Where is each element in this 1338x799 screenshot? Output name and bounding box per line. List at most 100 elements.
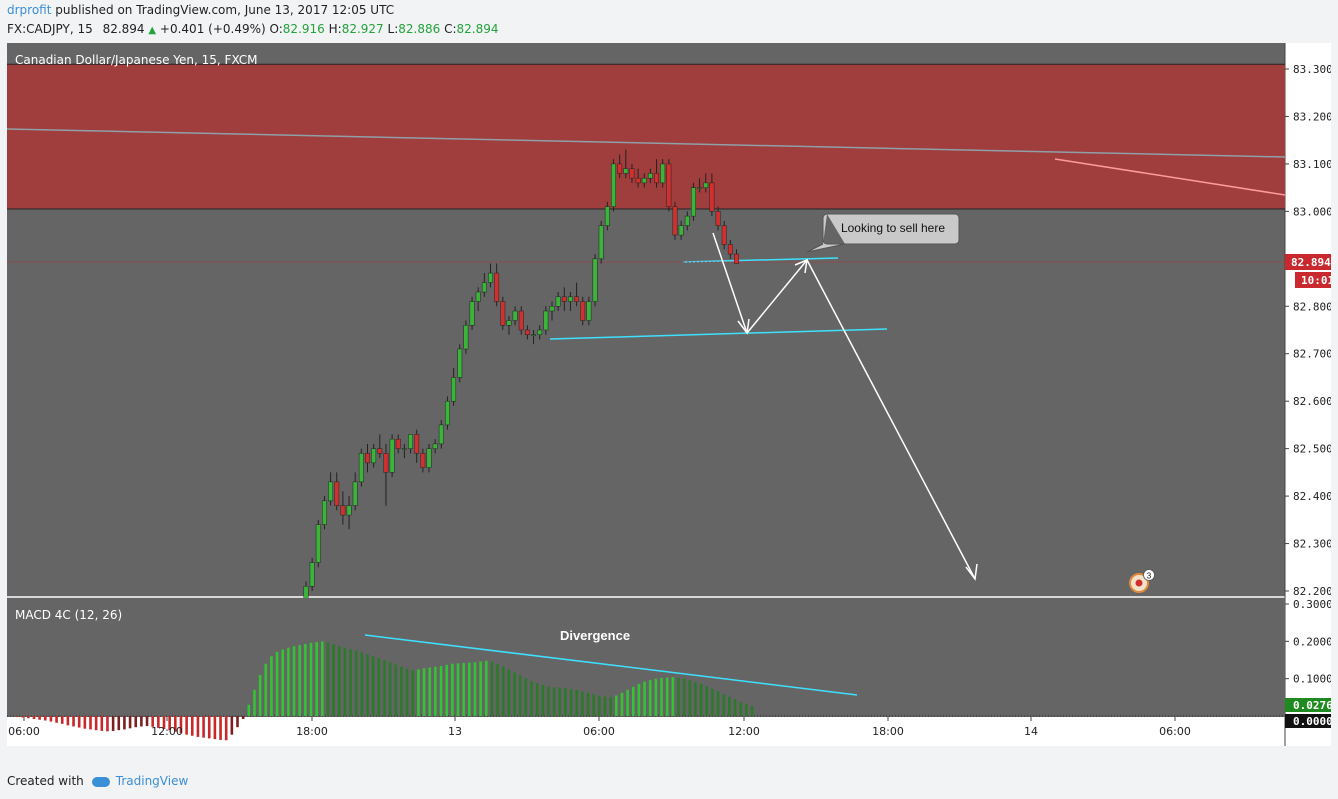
macd-bar [207,716,211,739]
macd-bar [682,678,686,716]
x-tick-label: 12:00 [151,725,183,738]
candle [734,249,739,264]
pink-trendline[interactable] [1054,158,1286,196]
macd-bar [247,704,251,716]
macd-bar [728,696,731,716]
arrow-down-1[interactable] [712,232,748,334]
chart-svg[interactable]: Looking to sell here 3 Canadian Dollar/J… [7,43,1331,746]
candle [654,159,659,188]
macd-bar [219,716,222,740]
candle [475,287,481,312]
close-value: 82.894 [456,22,499,36]
macd-bar [694,682,697,716]
candle [426,443,432,473]
macd-bar [117,716,121,731]
macd-bar [32,716,36,719]
macd-bar [196,716,200,737]
macd-bar [179,716,183,734]
macd-bar [671,677,675,716]
y-tick-label: 82.200 [1293,585,1331,598]
macd-bar [253,689,256,716]
candle [703,173,709,193]
candle [660,159,666,188]
macd-bar [377,658,381,716]
candle [500,296,506,330]
candle-bear [383,453,389,473]
candle-bull [703,182,709,188]
divergence-line[interactable] [364,634,858,696]
macd-bar [343,647,347,716]
candle [537,325,543,340]
macd-bar [558,687,562,716]
chart-area[interactable]: Looking to sell here 3 Canadian Dollar/J… [7,43,1331,746]
candle [518,306,524,335]
macd-bar [349,649,352,716]
upper-cyan-line[interactable] [682,257,839,263]
macd-bar [241,716,245,719]
chart-title: Canadian Dollar/Japanese Yen, 15, FXCM [15,53,258,67]
candle [309,557,315,591]
tradingview-link[interactable]: TradingView [115,774,189,788]
countdown-text: 10:01 [1301,274,1331,287]
macd-bar [275,651,279,716]
candle [666,159,672,212]
candle [463,320,469,354]
upper-trendline[interactable] [7,128,1286,158]
macd-bar [123,716,126,730]
candle-bear [414,434,420,454]
candle [432,439,438,454]
candle [604,201,610,231]
divergence-label: Divergence [560,628,630,643]
candle [352,472,358,511]
macd-pane [7,598,1285,717]
candle [586,296,592,326]
macd-bar [468,662,471,716]
candle-bear [580,301,586,321]
candle [709,173,715,217]
candle [641,173,647,188]
arrow-up-2[interactable] [746,259,808,334]
candle-bull [611,163,616,207]
candle-bear [666,163,672,207]
candle [481,273,487,297]
candle [617,154,623,179]
candle-bear [654,173,659,184]
resistance-zone [7,63,1285,210]
arrow-down-3[interactable] [806,259,976,580]
macd-bar [371,656,375,716]
macd-bar [309,642,313,716]
callout[interactable]: Looking to sell here [806,213,960,253]
macd-bar [547,686,550,716]
macd-bar [77,716,81,728]
macd-bar [15,716,19,717]
macd-bar [665,677,669,716]
lower-cyan-line[interactable] [549,328,888,340]
candle-bull [432,443,438,449]
alert-marker[interactable]: 3 [1129,569,1155,593]
zone-rect[interactable] [7,64,1285,209]
author-link[interactable]: drprofit [7,3,52,17]
candle-bull [426,448,432,468]
candle [414,429,420,463]
macd-bar [615,695,618,716]
tradingview-logo-icon [91,776,110,787]
macd-bar [462,662,465,716]
macd-value-tag [1285,698,1331,712]
macd-bar [637,683,641,716]
macd-bar [202,716,205,738]
candle [543,306,549,335]
macd-bar [157,716,160,728]
candle-bull [438,424,444,445]
candle-bear [395,438,401,449]
macd-bar [631,686,635,716]
candle-bull [309,562,315,587]
candle [340,491,346,525]
candle-bull [322,500,327,525]
open-label: O: [269,22,283,36]
candle-bull [352,481,358,506]
y-tick-label: 82.800 [1293,300,1331,313]
candle [408,434,414,454]
macd-bar [281,649,285,716]
candle [691,182,696,221]
macd-title: MACD 4C (12, 26) [15,608,122,622]
